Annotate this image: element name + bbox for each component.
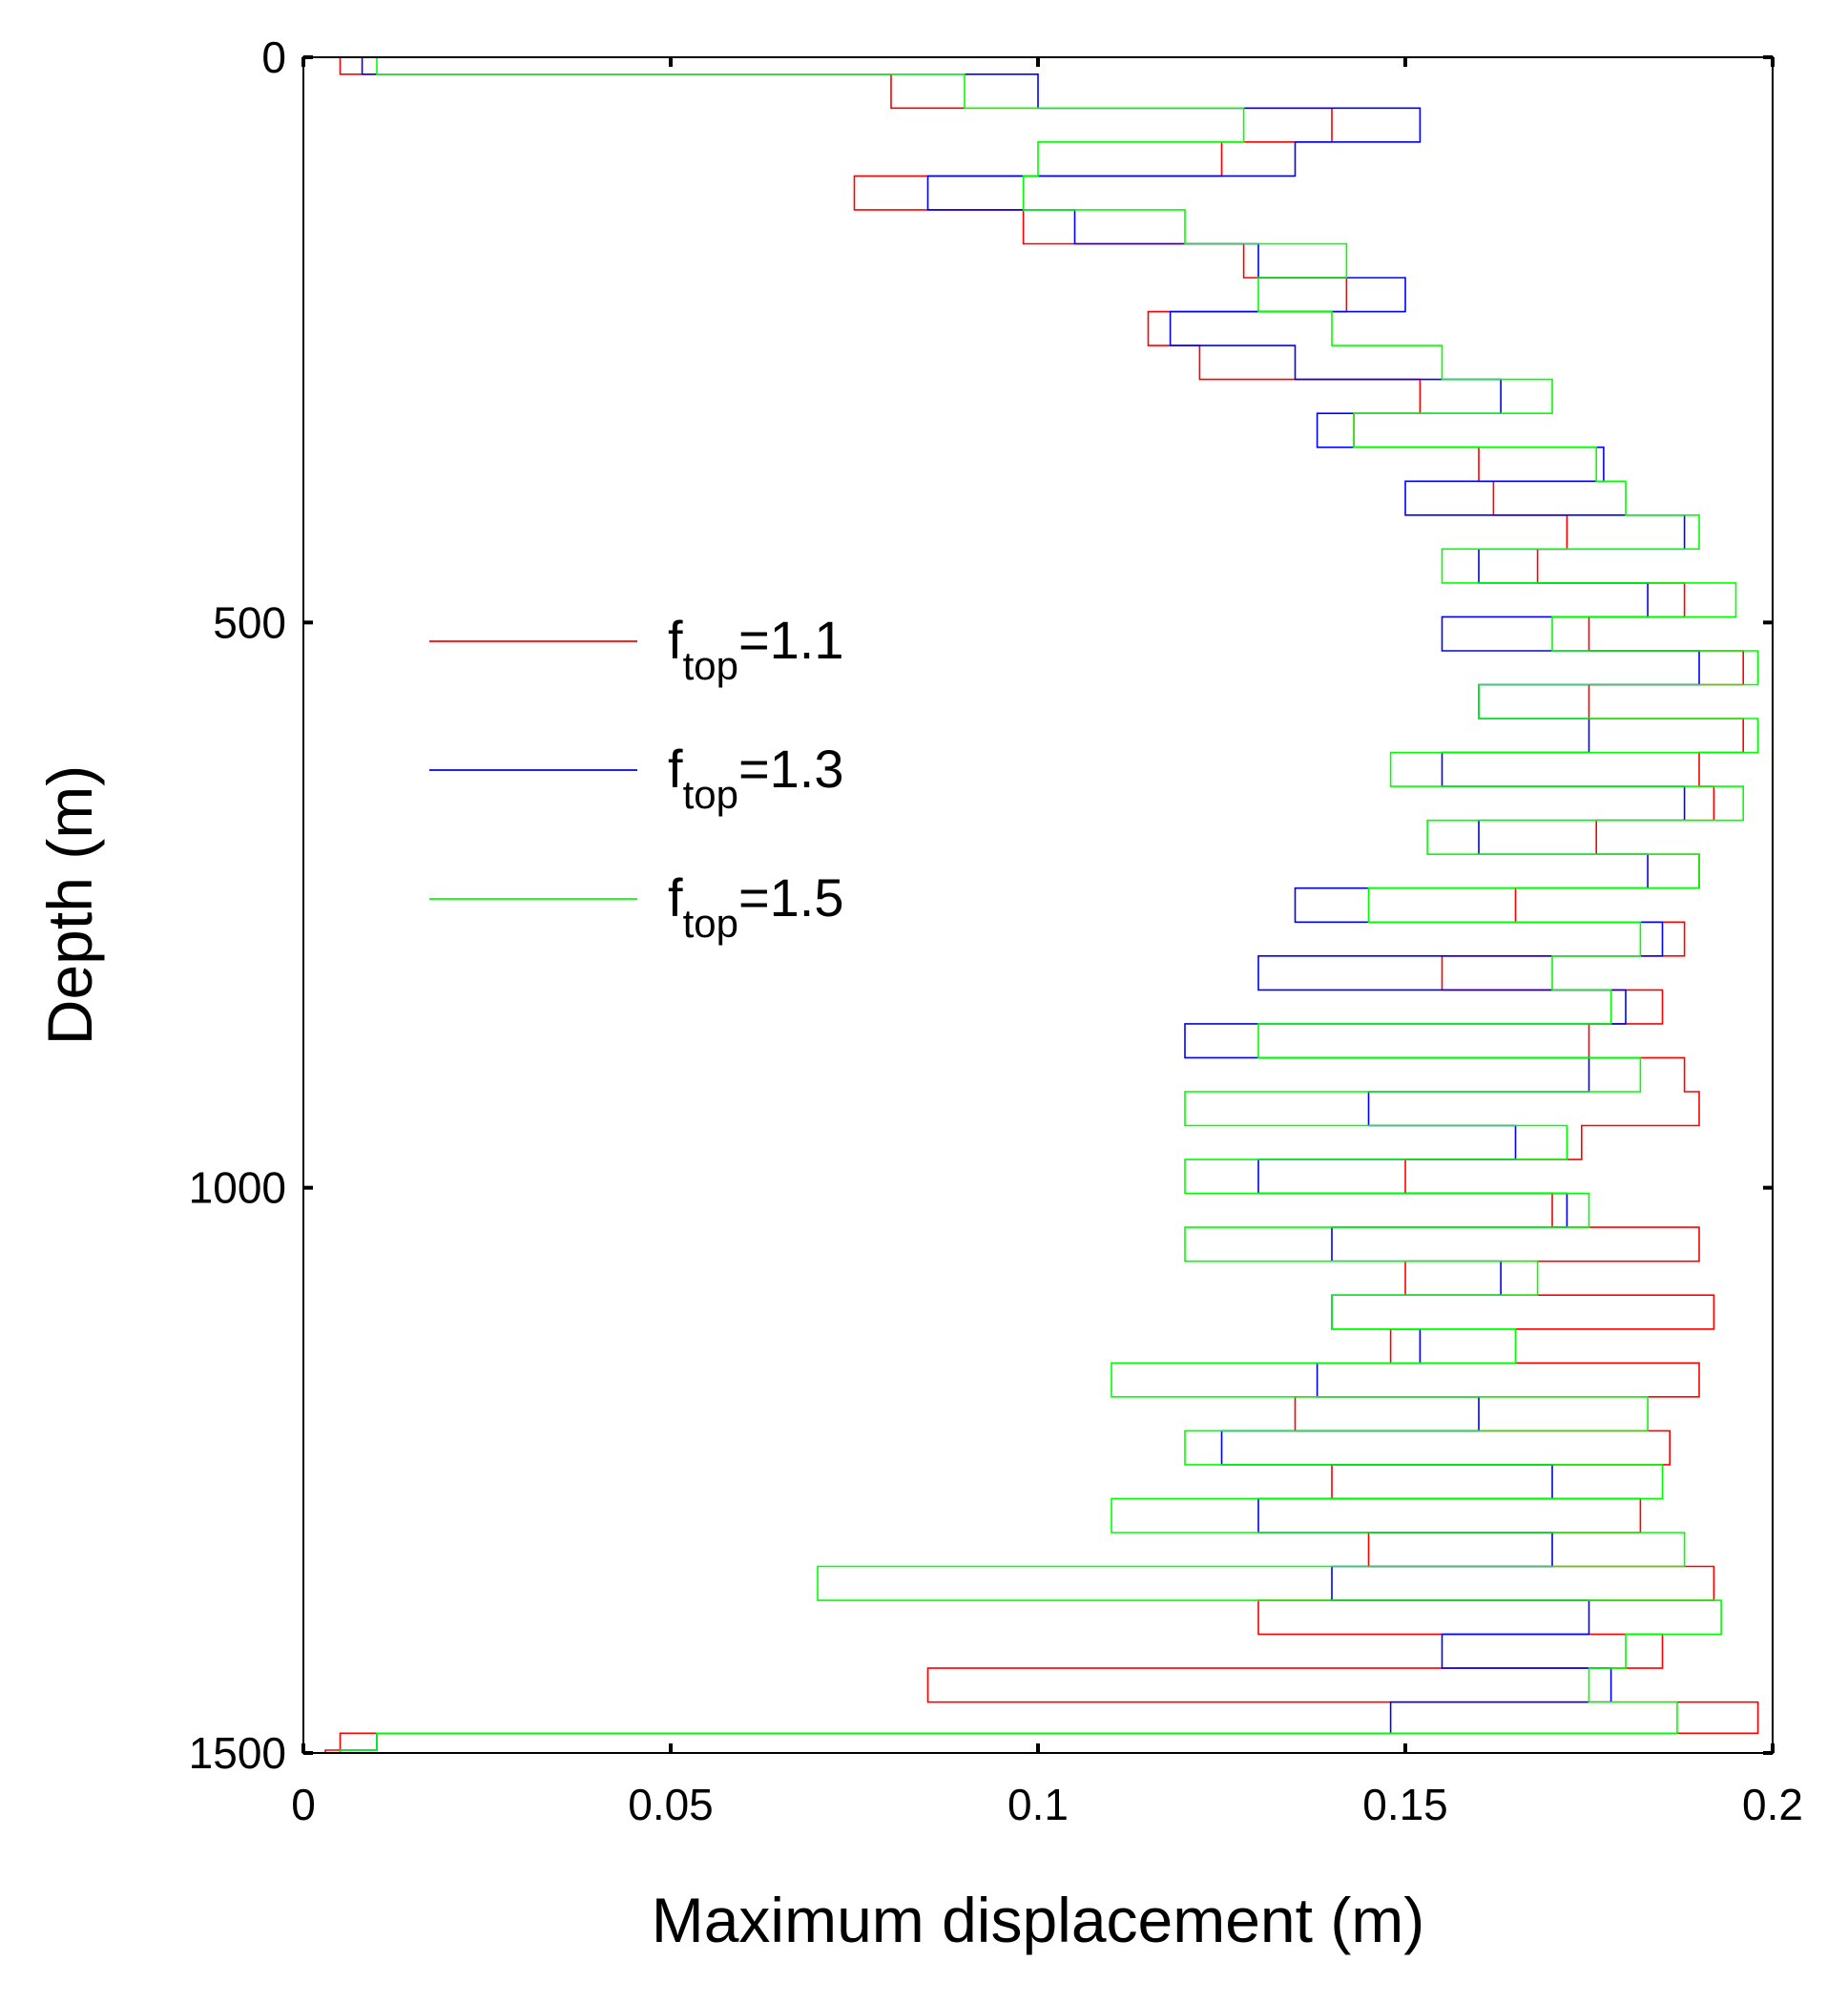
y-tick-label: 1000: [189, 1163, 286, 1213]
legend-label-2: ftop=1.3: [668, 739, 844, 817]
x-axis-title: Maximum displacement (m): [652, 1885, 1425, 1955]
y-axis-title: Depth (m): [34, 765, 105, 1045]
legend-label-1: ftop=1.1: [668, 610, 844, 688]
x-tick-label: 0.05: [628, 1780, 714, 1829]
axis-ticks: [301, 55, 1775, 1755]
y-tick-label: 500: [213, 597, 286, 647]
y-tick-labels: 0 500 1000 1500: [189, 32, 286, 1778]
x-tick-label: 0.2: [1742, 1780, 1803, 1829]
x-tick-label: 0.15: [1362, 1780, 1448, 1829]
legend: ftop=1.1 ftop=1.3 ftop=1.5: [429, 610, 844, 946]
series-lines: [324, 57, 1759, 1753]
legend-label-3: ftop=1.5: [668, 867, 844, 946]
x-tick-labels: 0 0.05 0.1 0.15 0.2: [291, 1780, 1803, 1829]
y-tick-label: 0: [261, 32, 286, 82]
x-tick-label: 0.1: [1007, 1780, 1069, 1829]
x-tick-label: 0: [291, 1780, 316, 1829]
y-tick-label: 1500: [189, 1728, 286, 1778]
series-line-3: [339, 57, 1759, 1753]
